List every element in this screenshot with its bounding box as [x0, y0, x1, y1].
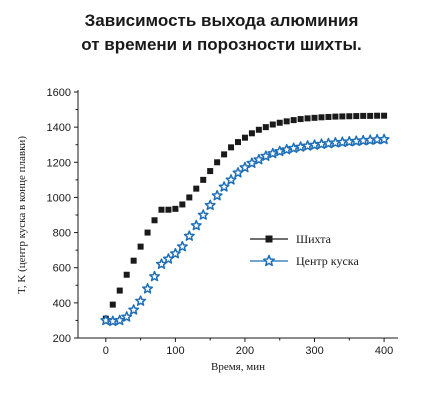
series-0-point-28 — [297, 116, 304, 123]
series-0-point-26 — [283, 118, 290, 125]
y-tick-label-2: 600 — [53, 263, 71, 275]
series-1-point-17 — [218, 181, 230, 192]
x-tick-label-0: 0 — [103, 345, 109, 357]
series-1-point-29 — [302, 140, 314, 151]
legend-marker-0 — [265, 235, 273, 243]
series-1-point-6 — [142, 283, 154, 294]
series-0-point-23 — [262, 124, 269, 131]
series-1-point-7 — [149, 270, 161, 282]
series-1 — [100, 133, 390, 327]
series-0-point-12 — [186, 194, 193, 201]
series-0-point-13 — [193, 185, 200, 192]
series-1-point-0 — [100, 314, 112, 326]
y-tick-label-1: 400 — [53, 298, 71, 310]
y-tick-label-0: 200 — [53, 333, 71, 345]
series-0-point-1 — [109, 301, 116, 308]
series-0-point-21 — [248, 130, 255, 137]
y-tick-label-3: 800 — [53, 228, 71, 240]
series-0-point-24 — [269, 121, 276, 128]
series-0-point-11 — [179, 201, 186, 208]
chart-title-line-1: Зависимость выхода алюминия — [84, 11, 359, 30]
series-0-point-40 — [381, 112, 388, 119]
series-1-point-5 — [135, 295, 147, 306]
series-1-point-8 — [155, 258, 167, 269]
series-1-point-40 — [378, 133, 390, 145]
series-1-point-4 — [128, 304, 140, 315]
series-1-point-13 — [190, 219, 202, 231]
series-0-point-19 — [235, 139, 241, 146]
chart-title-line-2: от времени и порозности шихты. — [81, 35, 362, 54]
series-0-point-16 — [214, 159, 221, 166]
series-0-point-4 — [130, 257, 137, 264]
series-1-point-15 — [204, 199, 216, 211]
series-0-point-20 — [241, 134, 248, 141]
legend: Шихта Центр куска — [250, 232, 359, 268]
series-0-point-3 — [123, 271, 130, 278]
series-1-point-2 — [114, 314, 126, 326]
x-tick-label-4: 400 — [375, 345, 393, 357]
axes: 0 100 200 300 400 200 400 600 800 1000 1200 1400 160… — [47, 87, 398, 357]
x-tick-label-1: 100 — [166, 345, 184, 357]
series-0-point-7 — [151, 217, 158, 224]
series-0-point-5 — [137, 243, 144, 250]
series-0-point-34 — [339, 113, 346, 120]
series-0-point-32 — [325, 113, 332, 120]
series-0-point-14 — [200, 176, 207, 183]
series-0-point-6 — [144, 229, 151, 236]
series-1-point-18 — [225, 174, 237, 185]
x-tick-label-3: 300 — [305, 345, 323, 357]
x-axis-label: Время, мин — [211, 361, 265, 373]
series-0-point-10 — [172, 205, 179, 212]
series-0-point-22 — [255, 126, 262, 133]
series-1-point-11 — [176, 240, 188, 252]
series-0-point-8 — [158, 206, 165, 213]
series-0-point-25 — [276, 119, 283, 126]
series-0-point-37 — [360, 112, 367, 119]
series-1-point-1 — [107, 315, 119, 327]
series-1-point-12 — [183, 230, 195, 241]
x-tick-label-2: 200 — [236, 345, 254, 357]
series-0-point-36 — [353, 113, 360, 120]
series-0-point-39 — [374, 112, 381, 119]
series-1-point-19 — [232, 167, 244, 178]
series-0-point-35 — [346, 113, 353, 120]
y-tick-label-6: 1400 — [47, 122, 71, 134]
series-layer — [100, 112, 390, 327]
series-1-point-14 — [197, 209, 209, 220]
series-1-point-30 — [309, 139, 321, 150]
y-tick-label-5: 1200 — [47, 157, 71, 169]
series-1-point-10 — [169, 247, 181, 259]
series-0-point-9 — [165, 206, 172, 213]
series-0-point-31 — [318, 114, 325, 121]
series-1-point-23 — [260, 150, 272, 161]
series-1-point-16 — [211, 189, 223, 201]
series-0-point-30 — [311, 114, 318, 121]
series-1-point-9 — [162, 253, 174, 264]
series-0-point-29 — [304, 115, 311, 122]
series-0-point-27 — [290, 117, 297, 124]
series-0-point-17 — [221, 151, 228, 158]
legend-label-1: Центр куска — [296, 254, 359, 268]
series-0-point-2 — [116, 287, 123, 294]
series-1-point-22 — [253, 153, 265, 165]
y-axis-label: T, K (центр куска в конце плавки) — [16, 136, 28, 294]
series-0-point-18 — [228, 144, 235, 151]
series-1-point-3 — [121, 311, 133, 322]
series-0-point-33 — [332, 113, 339, 120]
series-1-point-21 — [246, 157, 258, 168]
y-tick-label-7: 1600 — [47, 87, 71, 99]
y-tick-label-4: 1000 — [47, 192, 71, 204]
series-0-point-15 — [207, 168, 214, 175]
legend-label-0: Шихта — [296, 232, 332, 246]
series-0-point-38 — [367, 112, 374, 119]
legend-marker-1 — [263, 254, 275, 267]
